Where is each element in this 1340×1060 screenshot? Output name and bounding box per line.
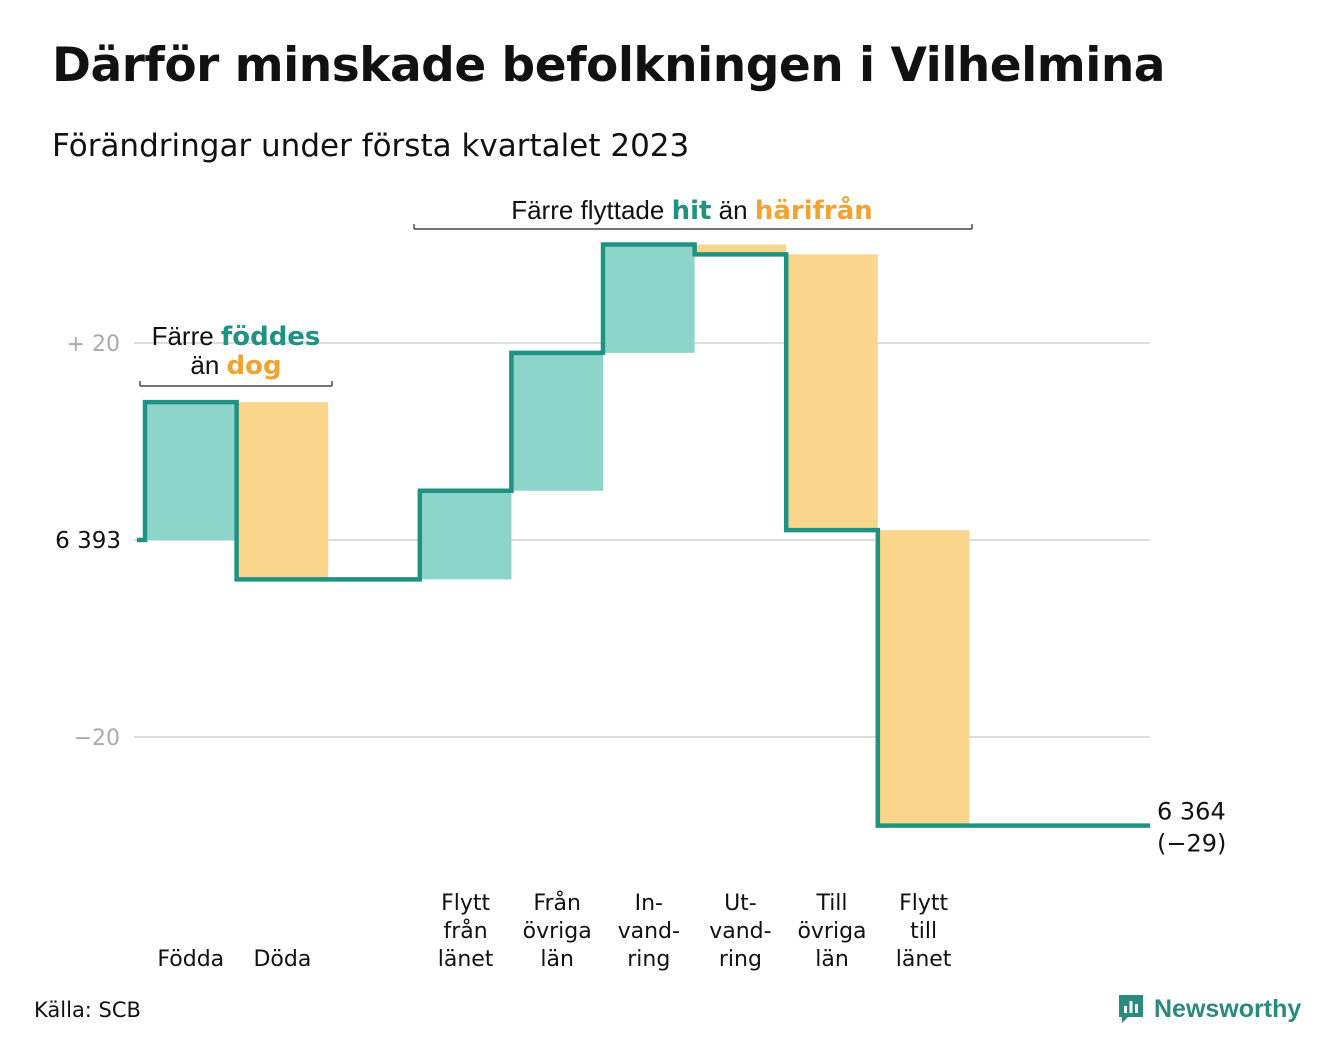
y-tick-label: + 20 <box>67 332 120 357</box>
end-value-label: 6 364 <box>1157 798 1226 826</box>
category-label: vand- <box>709 919 771 944</box>
inflow-bar <box>511 352 603 491</box>
category-label: ring <box>719 947 762 972</box>
inflow-bar <box>603 244 695 353</box>
annotation-text: Färre flyttade <box>511 195 671 225</box>
category-label: övriga <box>797 919 866 944</box>
category-label: länet <box>896 947 952 972</box>
source-note: Källa: SCB <box>34 998 141 1022</box>
category-label: övriga <box>523 919 592 944</box>
births-deaths-annotation-line2: än dog <box>190 350 281 381</box>
annotation-layer: Färre föddes än dog Färre flyttade hit ä… <box>139 194 973 387</box>
category-label: län <box>540 947 574 972</box>
brand-name: Newsworthy <box>1154 994 1302 1023</box>
chart-subtitle: Förändringar under första kvartalet 2023 <box>52 128 690 164</box>
category-label: ring <box>627 947 670 972</box>
y-tick-label: −20 <box>74 726 120 751</box>
category-label: län <box>815 947 849 972</box>
start-value-label: 6 393 <box>55 528 121 554</box>
outflow-bar <box>236 402 329 580</box>
category-label: Till <box>815 891 847 916</box>
category-label: Flytt <box>441 891 490 916</box>
category-label: Ut- <box>724 891 757 916</box>
inflow-bar <box>419 490 512 580</box>
annotation-highlight-here: hit <box>672 196 712 226</box>
cumulative-step-line <box>137 242 1150 828</box>
outflow-bar <box>877 530 970 826</box>
step-line-layer <box>137 242 1150 828</box>
outflow-bar <box>786 254 878 531</box>
migration-annotation: Färre flyttade hit än härifrån <box>511 194 873 226</box>
category-label: till <box>910 919 937 944</box>
category-label: Flytt <box>899 891 948 916</box>
category-label: Döda <box>253 947 311 972</box>
bars-layer <box>145 244 970 826</box>
chart-title: Därför minskade befolkningen i Vilhelmin… <box>52 38 1166 93</box>
annotation-text: än <box>711 195 754 225</box>
annotation-text: Färre <box>152 321 221 351</box>
births-deaths-annotation-line1: Färre föddes <box>152 321 321 352</box>
category-label: från <box>443 918 487 944</box>
end-change-label: (−29) <box>1157 830 1226 858</box>
outflow-bar <box>694 244 787 255</box>
annotation-highlight-from-here: härifrån <box>755 194 873 226</box>
annotation-highlight-died: dog <box>227 351 282 381</box>
brand-logo: Newsworthy <box>1116 992 1301 1026</box>
newsworthy-logo-icon <box>1119 995 1143 1023</box>
category-label: vand- <box>618 919 680 944</box>
category-label: Från <box>533 890 581 916</box>
category-label: In- <box>635 891 663 916</box>
inflow-bar <box>145 402 237 540</box>
annotation-text: än <box>190 350 226 380</box>
annotation-highlight-born: föddes <box>221 322 321 352</box>
category-label: Födda <box>157 947 224 972</box>
category-label: länet <box>438 947 494 972</box>
